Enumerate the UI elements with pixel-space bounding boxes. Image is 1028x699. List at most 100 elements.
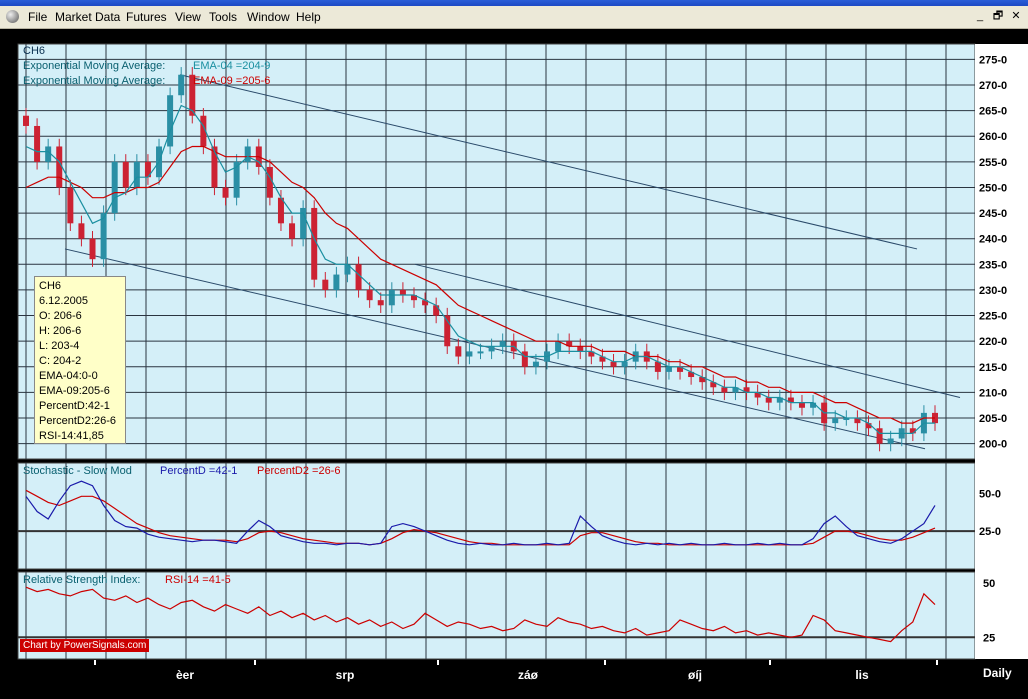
period-label: Daily (983, 666, 1012, 680)
candle-body (798, 402, 805, 408)
rsi-title: Relative Strength Index: (23, 574, 141, 586)
candle-body (555, 341, 562, 352)
candle-body (399, 289, 406, 296)
app-icon[interactable] (6, 10, 19, 23)
candle-body (710, 382, 717, 388)
stoch-tick-label: 50-0 (979, 488, 1001, 500)
price-tick-label: 270-0 (979, 80, 1007, 92)
candle-body (410, 295, 417, 301)
candle-body (865, 423, 872, 429)
candle-body (810, 402, 817, 408)
candle-body (577, 346, 584, 352)
candle-body (289, 223, 296, 239)
stochastic-panel (17, 462, 976, 570)
price-tick-label: 255-0 (979, 157, 1007, 169)
close-button[interactable]: ✕ (1011, 10, 1021, 22)
info-rsi: RSI-14:41,85 (39, 430, 104, 442)
powersignals-credit-link[interactable]: Chart by PowerSignals.com (20, 639, 150, 652)
stoch-pctd-legend: PercentD =42-1 (160, 465, 238, 477)
info-high: H: 206-6 (39, 325, 82, 337)
rsi-legend-value: RSI-14 =41-5 (165, 574, 231, 586)
menu-window[interactable]: Window (247, 10, 290, 24)
x-axis-label: srp (336, 668, 355, 682)
menu-futures[interactable]: Futures (126, 10, 167, 24)
candle-body (67, 187, 74, 224)
info-date: 6.12.2005 (39, 295, 88, 307)
menu-tools[interactable]: Tools (209, 10, 238, 24)
menu-file[interactable]: File (28, 10, 48, 24)
price-panel (17, 43, 976, 460)
title-bar[interactable] (0, 0, 1028, 6)
candle-body (787, 397, 794, 403)
right-axis-strip (975, 44, 1028, 659)
candle-body (455, 346, 462, 357)
candle-body (200, 115, 207, 147)
candle-body (843, 418, 850, 421)
restore-button[interactable]: 🗗 (992, 10, 1004, 22)
candle-body (388, 289, 395, 306)
candle-body (189, 74, 196, 116)
candle-body (610, 361, 617, 367)
info-symbol: CH6 (39, 280, 62, 292)
candle-body (721, 387, 728, 393)
candle-body (832, 418, 839, 424)
candle-body (754, 392, 761, 398)
stoch-pctd-line (25, 480, 936, 546)
candle-body (277, 197, 284, 224)
candle-body (34, 125, 41, 162)
candle-body (521, 351, 528, 367)
trend-line-upper (179, 74, 918, 250)
candle-body (100, 213, 107, 260)
candle-body (222, 187, 229, 198)
data-tooltip: CH6 6.12.2005 O: 206-6 H: 206-6 L: 203-4… (34, 276, 126, 444)
candle-body (56, 146, 63, 188)
candle-body (743, 387, 750, 393)
candle-body (909, 428, 916, 434)
candle-body (78, 223, 85, 239)
candle-body (677, 366, 684, 372)
candle-body (876, 428, 883, 444)
candle-body (422, 300, 429, 306)
info-ema9: EMA-09:205-6 (39, 385, 110, 397)
candle-body (311, 207, 318, 280)
price-chart[interactable]: 275-0 270-0 265-0 260-0 255-0 250-0 245-0 240-0… (0, 29, 1028, 694)
candle-body (621, 361, 628, 367)
candle-body (355, 264, 362, 290)
candle-body (300, 207, 307, 239)
price-tick-label: 265-0 (979, 106, 1007, 118)
menu-help[interactable]: Help (296, 10, 321, 24)
ema4-legend-value: EMA-04 =204-9 (193, 60, 271, 72)
candle-body (566, 341, 573, 347)
menu-view[interactable]: View (175, 10, 201, 24)
trend-line-lower (64, 248, 926, 450)
stoch-tick-label: 25-0 (979, 526, 1001, 538)
rsi-panel (17, 571, 976, 660)
rsi-tick-label: 50 (983, 578, 995, 590)
candle-body (765, 397, 772, 403)
candle-body (89, 238, 96, 260)
price-tick-label: 210-0 (979, 387, 1007, 399)
price-tick-label: 245-0 (979, 208, 1007, 220)
candle-body (477, 351, 484, 354)
ema4-line (25, 104, 935, 434)
menu-market-data[interactable]: Market Data (55, 10, 121, 24)
price-tick-label: 250-0 (979, 182, 1007, 194)
x-axis-label: øíj (688, 668, 702, 682)
price-tick-label: 225-0 (979, 311, 1007, 323)
rsi-line (25, 586, 936, 643)
candle-body (266, 166, 273, 198)
candle-body (333, 274, 340, 290)
candle-body (444, 315, 451, 347)
candle-body (322, 279, 329, 290)
price-tick-label: 240-0 (979, 234, 1007, 246)
price-tick-label: 235-0 (979, 259, 1007, 271)
minimize-button[interactable]: _ (976, 10, 984, 22)
candle-body (599, 356, 606, 362)
chart-window[interactable]: 275-0 270-0 265-0 260-0 255-0 250-0 245-0 240-0… (0, 29, 1028, 694)
candle-body (344, 264, 351, 275)
candle-body (433, 305, 440, 316)
stoch-title: Stochastic - Slow Mod (23, 465, 132, 477)
candle-body (699, 377, 706, 383)
candle-body (377, 300, 384, 306)
info-ema4: EMA-04:0-0 (39, 370, 98, 382)
